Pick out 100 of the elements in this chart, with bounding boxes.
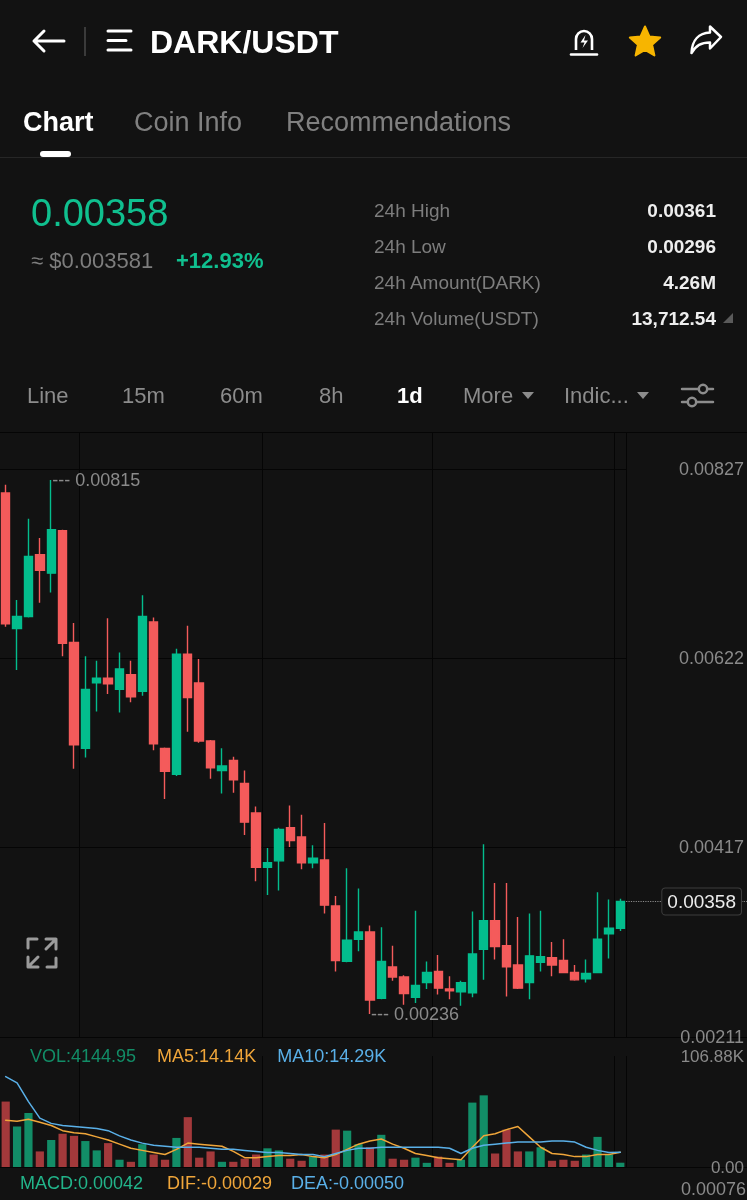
text: 24h Low — [374, 236, 446, 257]
bar — [468, 1102, 477, 1167]
bar — [12, 1126, 22, 1167]
candlestick — [171, 648, 182, 777]
bar — [308, 1156, 318, 1167]
y-tick-label: 0.00211 — [680, 1027, 744, 1047]
candlestick — [512, 916, 524, 990]
bar — [138, 1144, 147, 1167]
candlestick — [68, 622, 80, 770]
bar — [525, 1151, 534, 1167]
candlestick — [319, 822, 330, 915]
bar — [297, 1160, 306, 1167]
candlestick — [137, 594, 148, 697]
candlestick — [46, 479, 57, 594]
candlestick — [410, 909, 421, 1004]
text: 4.26M — [663, 272, 716, 293]
y-tick-label: 0.00 — [710, 1157, 744, 1177]
text: DEA:-0.00050 — [291, 1173, 405, 1193]
text: MACD:0.00042 — [20, 1173, 144, 1193]
candlestick — [23, 518, 34, 619]
candlestick — [193, 658, 205, 744]
candlestick — [273, 826, 285, 892]
text: More — [463, 383, 514, 408]
text: 24h Amount(DARK) — [374, 272, 541, 293]
text: 13,712.54 — [631, 308, 716, 329]
y-tick-label: 0.00417 — [678, 837, 744, 858]
candlestick — [296, 814, 307, 870]
text: 0.00358 — [31, 192, 169, 234]
candlestick — [546, 941, 558, 977]
bar — [81, 1141, 90, 1167]
candlestick — [91, 660, 102, 713]
bar — [445, 1162, 454, 1167]
candlestick — [455, 980, 467, 1007]
candlestick — [159, 746, 171, 800]
text: 0.00296 — [647, 236, 716, 257]
candlestick — [307, 844, 319, 869]
text: ≈ $0.003581 — [31, 248, 154, 273]
candlestick — [444, 975, 455, 1000]
text: VOL:4144.95 — [30, 1046, 137, 1066]
candlestick — [182, 625, 193, 733]
candlestick — [467, 910, 478, 999]
candlestick — [285, 804, 296, 848]
candlestick — [489, 882, 501, 961]
candlestick — [615, 897, 626, 932]
candlestick — [353, 887, 364, 952]
bar — [456, 1159, 466, 1167]
bar — [1, 1101, 10, 1167]
text: 0.00076 — [680, 1179, 746, 1199]
text: 8h — [319, 383, 344, 408]
bar — [354, 1144, 363, 1167]
bar — [126, 1161, 135, 1167]
text: DARK/USDT — [150, 24, 339, 60]
bar — [206, 1151, 215, 1167]
bar — [388, 1158, 397, 1167]
candlestick — [0, 483, 11, 628]
text: +12.93% — [176, 248, 264, 273]
bar — [35, 1151, 44, 1167]
bar — [47, 1140, 56, 1167]
candlestick — [398, 974, 410, 1006]
text: 1d — [397, 383, 423, 408]
bar — [149, 1154, 158, 1167]
candlestick — [592, 891, 603, 975]
y-tick-label: 0.00827 — [678, 458, 744, 479]
bar — [422, 1162, 431, 1167]
bar — [411, 1157, 420, 1167]
candlestick — [228, 755, 239, 794]
candlestick — [524, 912, 535, 1000]
bar — [286, 1158, 295, 1167]
bar — [115, 1159, 124, 1167]
candlestick — [262, 847, 273, 896]
bar — [479, 1095, 488, 1167]
bar — [547, 1160, 557, 1167]
bar — [365, 1147, 375, 1167]
candlestick — [216, 747, 228, 795]
bar — [24, 1113, 33, 1167]
candlestick — [535, 909, 546, 973]
text: 24h Volume(USDT) — [374, 308, 539, 329]
bar — [217, 1161, 227, 1167]
bar — [183, 1117, 192, 1167]
text: 60m — [220, 383, 263, 408]
candlestick — [376, 926, 387, 1000]
candlestick — [341, 867, 353, 964]
bar — [491, 1153, 500, 1167]
bar — [604, 1154, 614, 1167]
text: Coin Info — [134, 107, 243, 137]
bar — [160, 1159, 170, 1167]
bar — [559, 1159, 568, 1167]
candlestick — [80, 655, 91, 759]
candlestick — [102, 617, 114, 695]
candlestick — [57, 529, 68, 657]
candlestick — [421, 960, 433, 990]
bar — [69, 1135, 79, 1167]
candlestick — [148, 616, 159, 751]
candlestick — [558, 938, 569, 975]
text: 24h High — [374, 200, 451, 221]
annotation: --- 0.00815 — [52, 470, 141, 491]
text: 0.00361 — [647, 200, 716, 221]
text: Recommendations — [286, 107, 512, 137]
bar — [240, 1158, 249, 1167]
candlestick — [114, 651, 125, 714]
